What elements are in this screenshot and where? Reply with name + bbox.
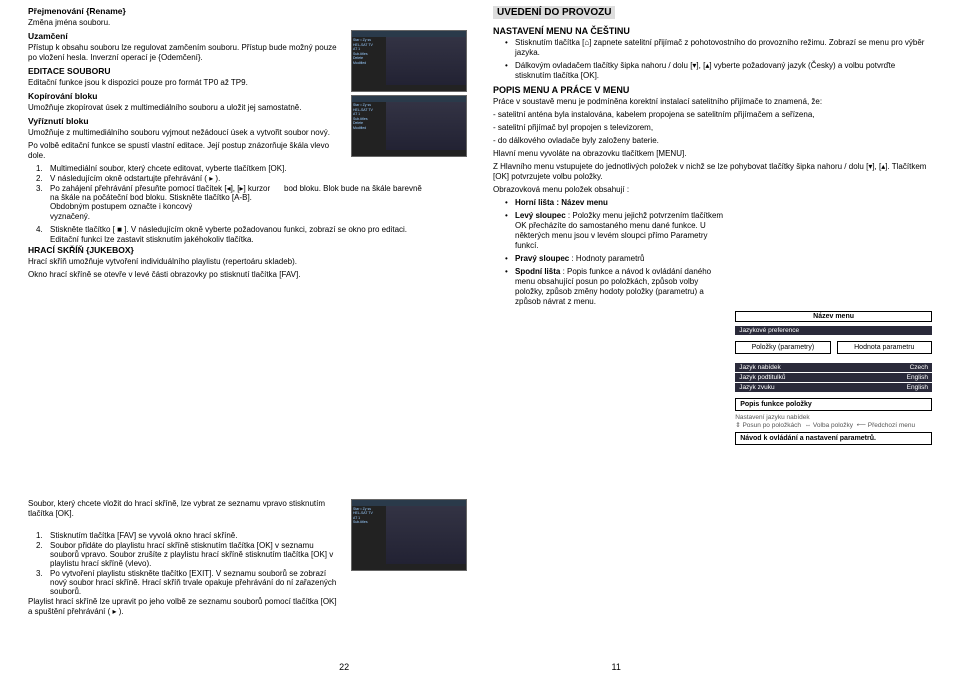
page-numbers: 22 11 [28, 662, 932, 672]
rename-text: Změna jména souboru. [28, 18, 345, 28]
commissioning-heading: UVEDENÍ DO PROVOZU [493, 6, 615, 19]
edit-text: Editační funkce jsou k dispozici pouze p… [28, 78, 345, 88]
bullet-bottom-bar: Spodní lišta : Popis funkce a návod k ov… [493, 267, 729, 307]
screenshot-1: Star • Zy ssHEL-SAT TV AT 1Sub-titles De… [351, 30, 467, 92]
diagram-value-box: Hodnota parametru [837, 341, 932, 354]
pagenum-left: 22 [339, 662, 349, 672]
lower-section: Soubor, který chcete vložit do hrací skř… [28, 499, 932, 620]
menu-diagram: Název menu Jazykové preference Položky (… [735, 311, 932, 445]
pagenum-right: 11 [611, 662, 620, 672]
page-22: Přejmenování {Rename} Změna jména soubor… [28, 6, 467, 448]
bullet-left-col: Levý sloupec : Položky menu jejichž potv… [493, 211, 729, 251]
lock-text: Přístup k obsahu souboru lze regulovat z… [28, 43, 345, 63]
diagram-desc-box: Popis funkce položky [735, 398, 932, 411]
lock-heading: Uzamčení [28, 31, 345, 41]
copy-text: Umožňuje zkopírovat úsek z multimediální… [28, 103, 345, 113]
copy-heading: Kopírování bloku [28, 91, 345, 101]
screenshot-2: Star • Zy ssHEL-SAT TV AT 1Sub-titles De… [351, 95, 467, 157]
diagram-title-box: Název menu [735, 311, 932, 322]
bullet-1: Stisknutím tlačítka [⌂] zapnete satelitn… [493, 38, 932, 58]
jukebox-text-1: Hrací skříň umožňuje vytvoření individuá… [28, 257, 467, 267]
page-11: UVEDENÍ DO PROVOZU NASTAVENÍ MENU NA ČEŠ… [493, 6, 932, 448]
bullet-right-col: Pravý sloupec : Hodnoty parametrů [493, 254, 729, 264]
jukebox-text-2: Okno hrací skříně se otevře v levé části… [28, 270, 308, 280]
edit-heading: EDITACE SOUBORU [28, 66, 345, 76]
diagram-guide-box: Návod k ovládání a nastavení parametrů. [735, 432, 932, 445]
rename-heading: Přejmenování {Rename} [28, 6, 345, 16]
czech-menu-heading: NASTAVENÍ MENU NA ČEŠTINU [493, 26, 932, 36]
cut-text: Umožňuje z multimediálního souboru vyjmo… [28, 128, 345, 138]
edit-steps: 1.Multimediální soubor, který chcete edi… [28, 164, 467, 211]
diagram-params-box: Položky (parametry) [735, 341, 830, 354]
cut-heading: Vyříznutí bloku [28, 116, 345, 126]
jukebox-screenshot: Star • Zy ssHEL-SAT TV AT 1Sub-titles [351, 499, 467, 571]
edit-screenshots: Star • Zy ssHEL-SAT TV AT 1Sub-titles De… [351, 30, 467, 164]
jukebox-heading: HRACÍ SKŘÍŇ {JUKEBOX} [28, 245, 467, 255]
menu-work-heading: POPIS MENU A PRÁCE V MENU [493, 85, 932, 95]
after-cut-text: Po volbě editační funkce se spustí vlast… [28, 141, 345, 161]
bullet-2: Dálkovým ovladačem tlačítky šipka nahoru… [493, 61, 932, 81]
bullet-top-bar: Horní lišta : Název menu [493, 198, 932, 208]
